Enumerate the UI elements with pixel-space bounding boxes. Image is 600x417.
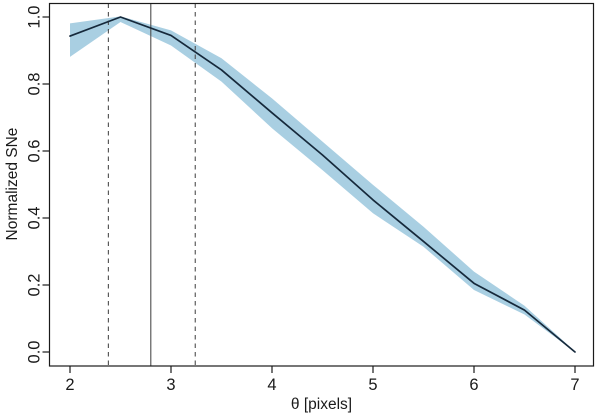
plot-border bbox=[48, 2, 595, 367]
x-tick-label: 3 bbox=[166, 376, 175, 394]
y-tick-label: 0.4 bbox=[26, 207, 44, 230]
x-tick-label: 4 bbox=[267, 376, 276, 394]
y-tick-label: 0.2 bbox=[26, 274, 44, 297]
x-tick-label: 6 bbox=[469, 376, 478, 394]
y-axis-title: Normalized SNe bbox=[4, 127, 21, 241]
y-tick-label: 0.8 bbox=[26, 73, 44, 96]
y-tick-label: 0.6 bbox=[26, 140, 44, 163]
uncertainty-band bbox=[70, 16, 575, 353]
x-tick-label: 2 bbox=[65, 376, 74, 394]
x-tick-label: 5 bbox=[368, 376, 377, 394]
y-tick-label: 1.0 bbox=[26, 6, 44, 29]
snr-curve bbox=[69, 16, 576, 353]
x-axis-title: θ [pixels] bbox=[290, 396, 353, 413]
x-tick-label: 7 bbox=[570, 376, 579, 394]
y-tick-label: 0.0 bbox=[26, 341, 44, 364]
